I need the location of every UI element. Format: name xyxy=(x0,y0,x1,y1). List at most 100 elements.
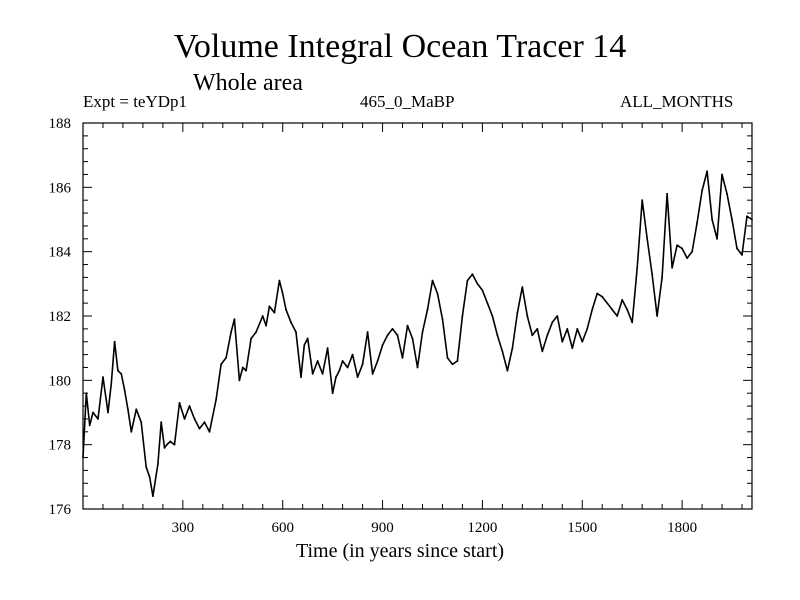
data-point xyxy=(151,495,154,498)
data-point xyxy=(241,366,244,369)
y-tick-label: 182 xyxy=(49,309,72,325)
data-point xyxy=(85,392,88,395)
data-point xyxy=(541,350,544,353)
data-point xyxy=(506,369,509,372)
data-point xyxy=(290,321,292,324)
data-point xyxy=(366,331,369,333)
series-line xyxy=(82,170,753,497)
data-point xyxy=(701,189,703,192)
data-point xyxy=(300,376,302,379)
data-point xyxy=(110,382,113,385)
data-point xyxy=(148,475,151,478)
data-point xyxy=(335,376,337,379)
data-point xyxy=(426,308,429,311)
data-point xyxy=(686,257,688,259)
plot-frame xyxy=(82,122,753,510)
data-point xyxy=(331,392,334,395)
data-point xyxy=(626,308,629,311)
data-point xyxy=(441,318,444,321)
data-point xyxy=(117,369,119,372)
data-point xyxy=(571,347,574,350)
data-point xyxy=(406,324,409,327)
data-point xyxy=(338,369,341,372)
data-point xyxy=(278,279,281,282)
data-point xyxy=(356,376,359,379)
x-tick-label: 1200 xyxy=(467,520,497,536)
data-point xyxy=(681,247,684,250)
data-point xyxy=(311,373,314,375)
data-point xyxy=(651,273,654,276)
data-point xyxy=(531,334,534,337)
y-tick-label: 180 xyxy=(49,373,72,389)
data-point xyxy=(273,311,276,314)
data-point xyxy=(326,347,329,350)
data-point xyxy=(661,276,664,279)
data-point xyxy=(596,292,599,295)
data-point xyxy=(591,308,594,311)
data-point xyxy=(566,327,569,330)
data-point xyxy=(546,334,549,337)
months-label: ALL_MONTHS xyxy=(620,92,734,111)
data-point xyxy=(381,344,384,346)
data-point xyxy=(255,331,257,333)
y-tick-label: 178 xyxy=(49,438,72,454)
data-point xyxy=(446,356,449,359)
data-point xyxy=(178,401,181,404)
data-point xyxy=(736,247,738,250)
data-point xyxy=(346,366,349,369)
data-point xyxy=(169,440,172,443)
data-point xyxy=(268,305,271,308)
data-point xyxy=(516,311,519,314)
data-point xyxy=(481,289,484,292)
y-tick-label: 186 xyxy=(49,180,72,196)
data-point xyxy=(156,463,159,465)
data-point xyxy=(436,292,439,295)
data-point xyxy=(691,250,693,253)
data-point xyxy=(671,266,674,269)
data-point xyxy=(371,373,374,375)
data-point xyxy=(536,327,539,330)
data-point xyxy=(631,321,634,324)
data-point xyxy=(316,360,319,362)
data-point xyxy=(220,363,223,366)
data-point xyxy=(230,331,233,333)
data-point xyxy=(656,315,659,317)
data-point xyxy=(456,360,459,362)
data-point xyxy=(471,273,474,276)
axis-ticks xyxy=(83,122,752,510)
data-point xyxy=(215,398,218,401)
x-tick-label: 900 xyxy=(371,520,394,536)
data-point xyxy=(731,218,733,221)
data-point xyxy=(411,337,414,340)
period-label: 465_0_MaBP xyxy=(360,92,455,111)
data-point xyxy=(130,430,133,433)
data-point xyxy=(321,373,324,375)
data-point xyxy=(208,430,211,433)
series-points xyxy=(82,170,753,498)
x-tick-label: 600 xyxy=(271,520,294,536)
data-point xyxy=(238,379,241,382)
data-point xyxy=(721,173,723,176)
data-point xyxy=(225,356,228,359)
data-point xyxy=(491,315,494,317)
data-point xyxy=(496,334,499,337)
data-point xyxy=(601,295,604,298)
data-point xyxy=(646,237,649,240)
data-point xyxy=(306,337,309,340)
data-point xyxy=(616,315,619,317)
data-point xyxy=(97,418,99,420)
data-point xyxy=(501,350,504,353)
data-point xyxy=(451,363,454,366)
data-point xyxy=(726,192,728,195)
data-point xyxy=(376,360,379,362)
data-point xyxy=(636,266,639,269)
data-point xyxy=(461,315,464,317)
data-point xyxy=(486,302,489,305)
data-point xyxy=(92,411,94,414)
data-point xyxy=(561,340,564,343)
data-point xyxy=(666,192,669,195)
x-axis-label: Time (in years since start) xyxy=(295,540,505,562)
y-tick-label: 188 xyxy=(49,116,72,132)
data-point xyxy=(163,446,166,449)
